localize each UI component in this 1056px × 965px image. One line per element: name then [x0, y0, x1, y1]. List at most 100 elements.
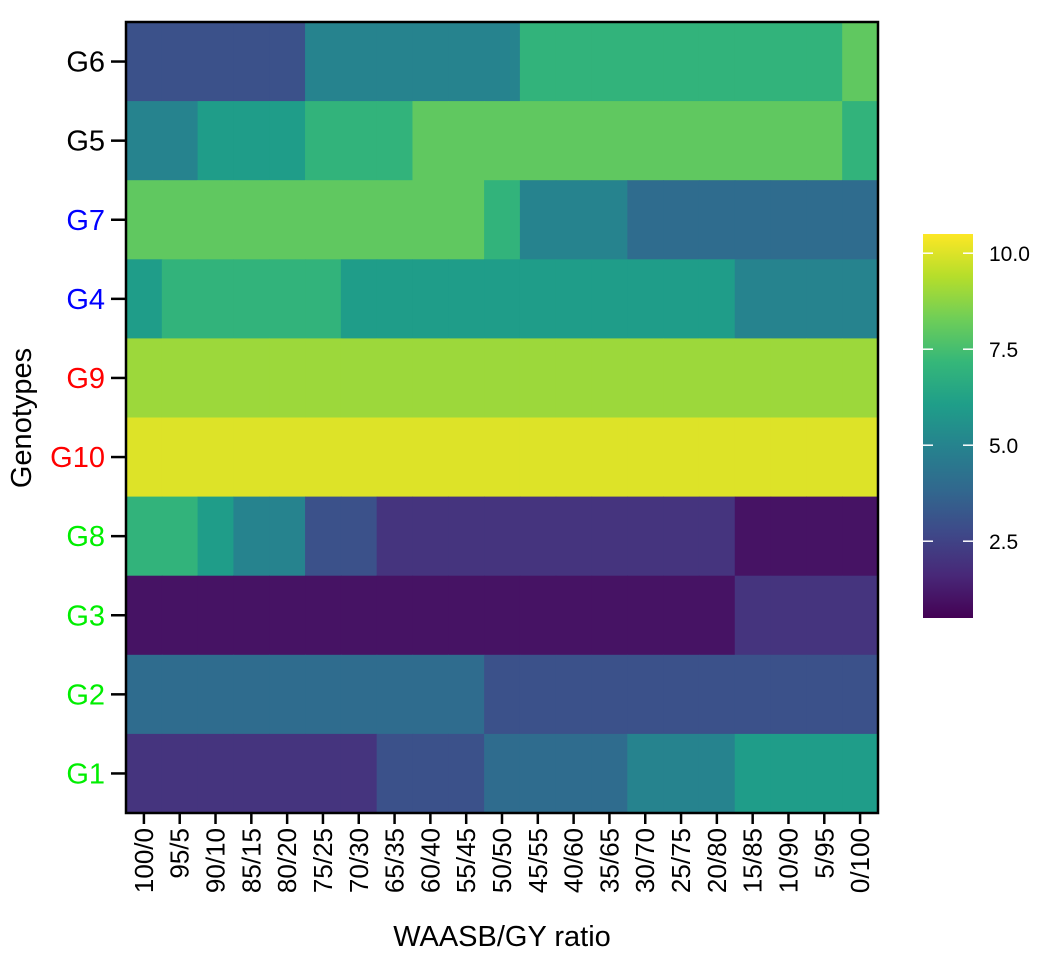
heatmap-cell	[126, 733, 163, 814]
heatmap-cell	[376, 22, 414, 102]
heatmap-cell	[305, 259, 342, 339]
heatmap-cell	[663, 654, 700, 735]
heatmap-cell	[269, 338, 306, 419]
heatmap-cell	[806, 417, 843, 498]
heatmap-cell	[161, 654, 199, 735]
heatmap-cell	[627, 180, 664, 260]
heatmap-cell	[412, 654, 449, 735]
heatmap-cell	[770, 101, 807, 181]
heatmap-cell	[842, 417, 879, 498]
heatmap-cell	[842, 654, 879, 735]
heatmap-cell	[305, 22, 342, 102]
heatmap-cell	[770, 180, 807, 260]
y-tick-label: G10	[50, 442, 105, 474]
heatmap-cell	[519, 417, 557, 498]
heatmap-cell	[484, 22, 521, 102]
x-tick-label: 90/10	[201, 828, 231, 893]
heatmap-cell	[519, 733, 557, 814]
heatmap-cell	[269, 575, 306, 656]
heatmap-cell	[340, 496, 378, 577]
heatmap-cell	[519, 654, 557, 735]
heatmap-cell	[448, 417, 485, 498]
heatmap-cell	[591, 733, 628, 814]
heatmap-cell	[376, 417, 414, 498]
heatmap-cell	[126, 338, 163, 419]
heatmap-cell	[555, 496, 593, 577]
heatmap-cell	[806, 180, 843, 260]
x-tick-label: 75/25	[308, 828, 338, 893]
heatmap-cell	[806, 101, 843, 181]
heatmap-cell	[161, 417, 199, 498]
heatmap-cell	[663, 417, 700, 498]
heatmap-cell	[555, 417, 593, 498]
heatmap-cell	[591, 417, 628, 498]
heatmap-cell	[448, 180, 485, 260]
heatmap-cell	[519, 101, 557, 181]
heatmap-cell	[591, 180, 628, 260]
y-tick-label: G5	[66, 126, 105, 158]
heatmap-cell	[412, 417, 449, 498]
heatmap-cell	[448, 22, 485, 102]
x-tick-label: 25/75	[666, 828, 696, 893]
heatmap-cell	[806, 338, 843, 419]
heatmap-cell	[126, 180, 163, 260]
heatmap-cell	[269, 654, 306, 735]
heatmap-cell	[555, 338, 593, 419]
heatmap-cell	[340, 575, 378, 656]
x-tick-label: 45/55	[523, 828, 553, 893]
heatmap-cell	[555, 575, 593, 656]
heatmap-cell	[627, 417, 664, 498]
heatmap-cell	[340, 417, 378, 498]
heatmap-cell	[197, 575, 235, 656]
heatmap-cell	[269, 496, 306, 577]
heatmap-cell	[448, 259, 485, 339]
heatmap-cell	[627, 259, 664, 339]
heatmap-cell	[376, 733, 414, 814]
heatmap-cell	[555, 733, 593, 814]
heatmap-cell	[233, 733, 270, 814]
heatmap-cell	[698, 338, 736, 419]
heatmap-cell	[412, 22, 449, 102]
heatmap-cell	[305, 496, 342, 577]
heatmap-cell	[770, 575, 807, 656]
heatmap-cell	[806, 575, 843, 656]
heatmap-cell	[770, 22, 807, 102]
heatmap-cell	[233, 654, 270, 735]
heatmap-cell	[770, 496, 807, 577]
heatmap-cell	[591, 22, 628, 102]
colorbar-tick-label: 5.0	[989, 435, 1018, 458]
heatmap-cell	[519, 259, 557, 339]
heatmap-cell	[376, 180, 414, 260]
x-tick-label: 10/90	[773, 828, 803, 893]
heatmap-cell	[770, 338, 807, 419]
heatmap-cell	[663, 496, 700, 577]
x-tick-label: 50/50	[487, 828, 517, 893]
heatmap-cell	[698, 180, 736, 260]
heatmap-cell	[627, 733, 664, 814]
heatmap-cell	[161, 22, 199, 102]
heatmap-cell	[376, 575, 414, 656]
heatmap-cell	[412, 575, 449, 656]
heatmap-cell	[698, 654, 736, 735]
heatmap-cell	[555, 101, 593, 181]
heatmap-cell	[627, 338, 664, 419]
y-tick-label: G2	[66, 679, 105, 711]
heatmap-cell	[412, 180, 449, 260]
x-tick-label: 15/85	[738, 828, 768, 893]
heatmap-cell	[126, 22, 163, 102]
heatmap-cell	[555, 22, 593, 102]
heatmap-cell	[340, 338, 378, 419]
heatmap-cell	[663, 259, 700, 339]
heatmap-cell	[197, 22, 235, 102]
heatmap-cell	[698, 575, 736, 656]
heatmap-cell	[233, 101, 270, 181]
heatmap-cell	[842, 496, 879, 577]
heatmap-cell	[734, 733, 772, 814]
heatmap-cell	[161, 733, 199, 814]
heatmap-cell	[305, 575, 342, 656]
heatmap-cell	[519, 180, 557, 260]
colorbar-tick-label: 2.5	[989, 531, 1018, 554]
heatmap-cell	[806, 496, 843, 577]
